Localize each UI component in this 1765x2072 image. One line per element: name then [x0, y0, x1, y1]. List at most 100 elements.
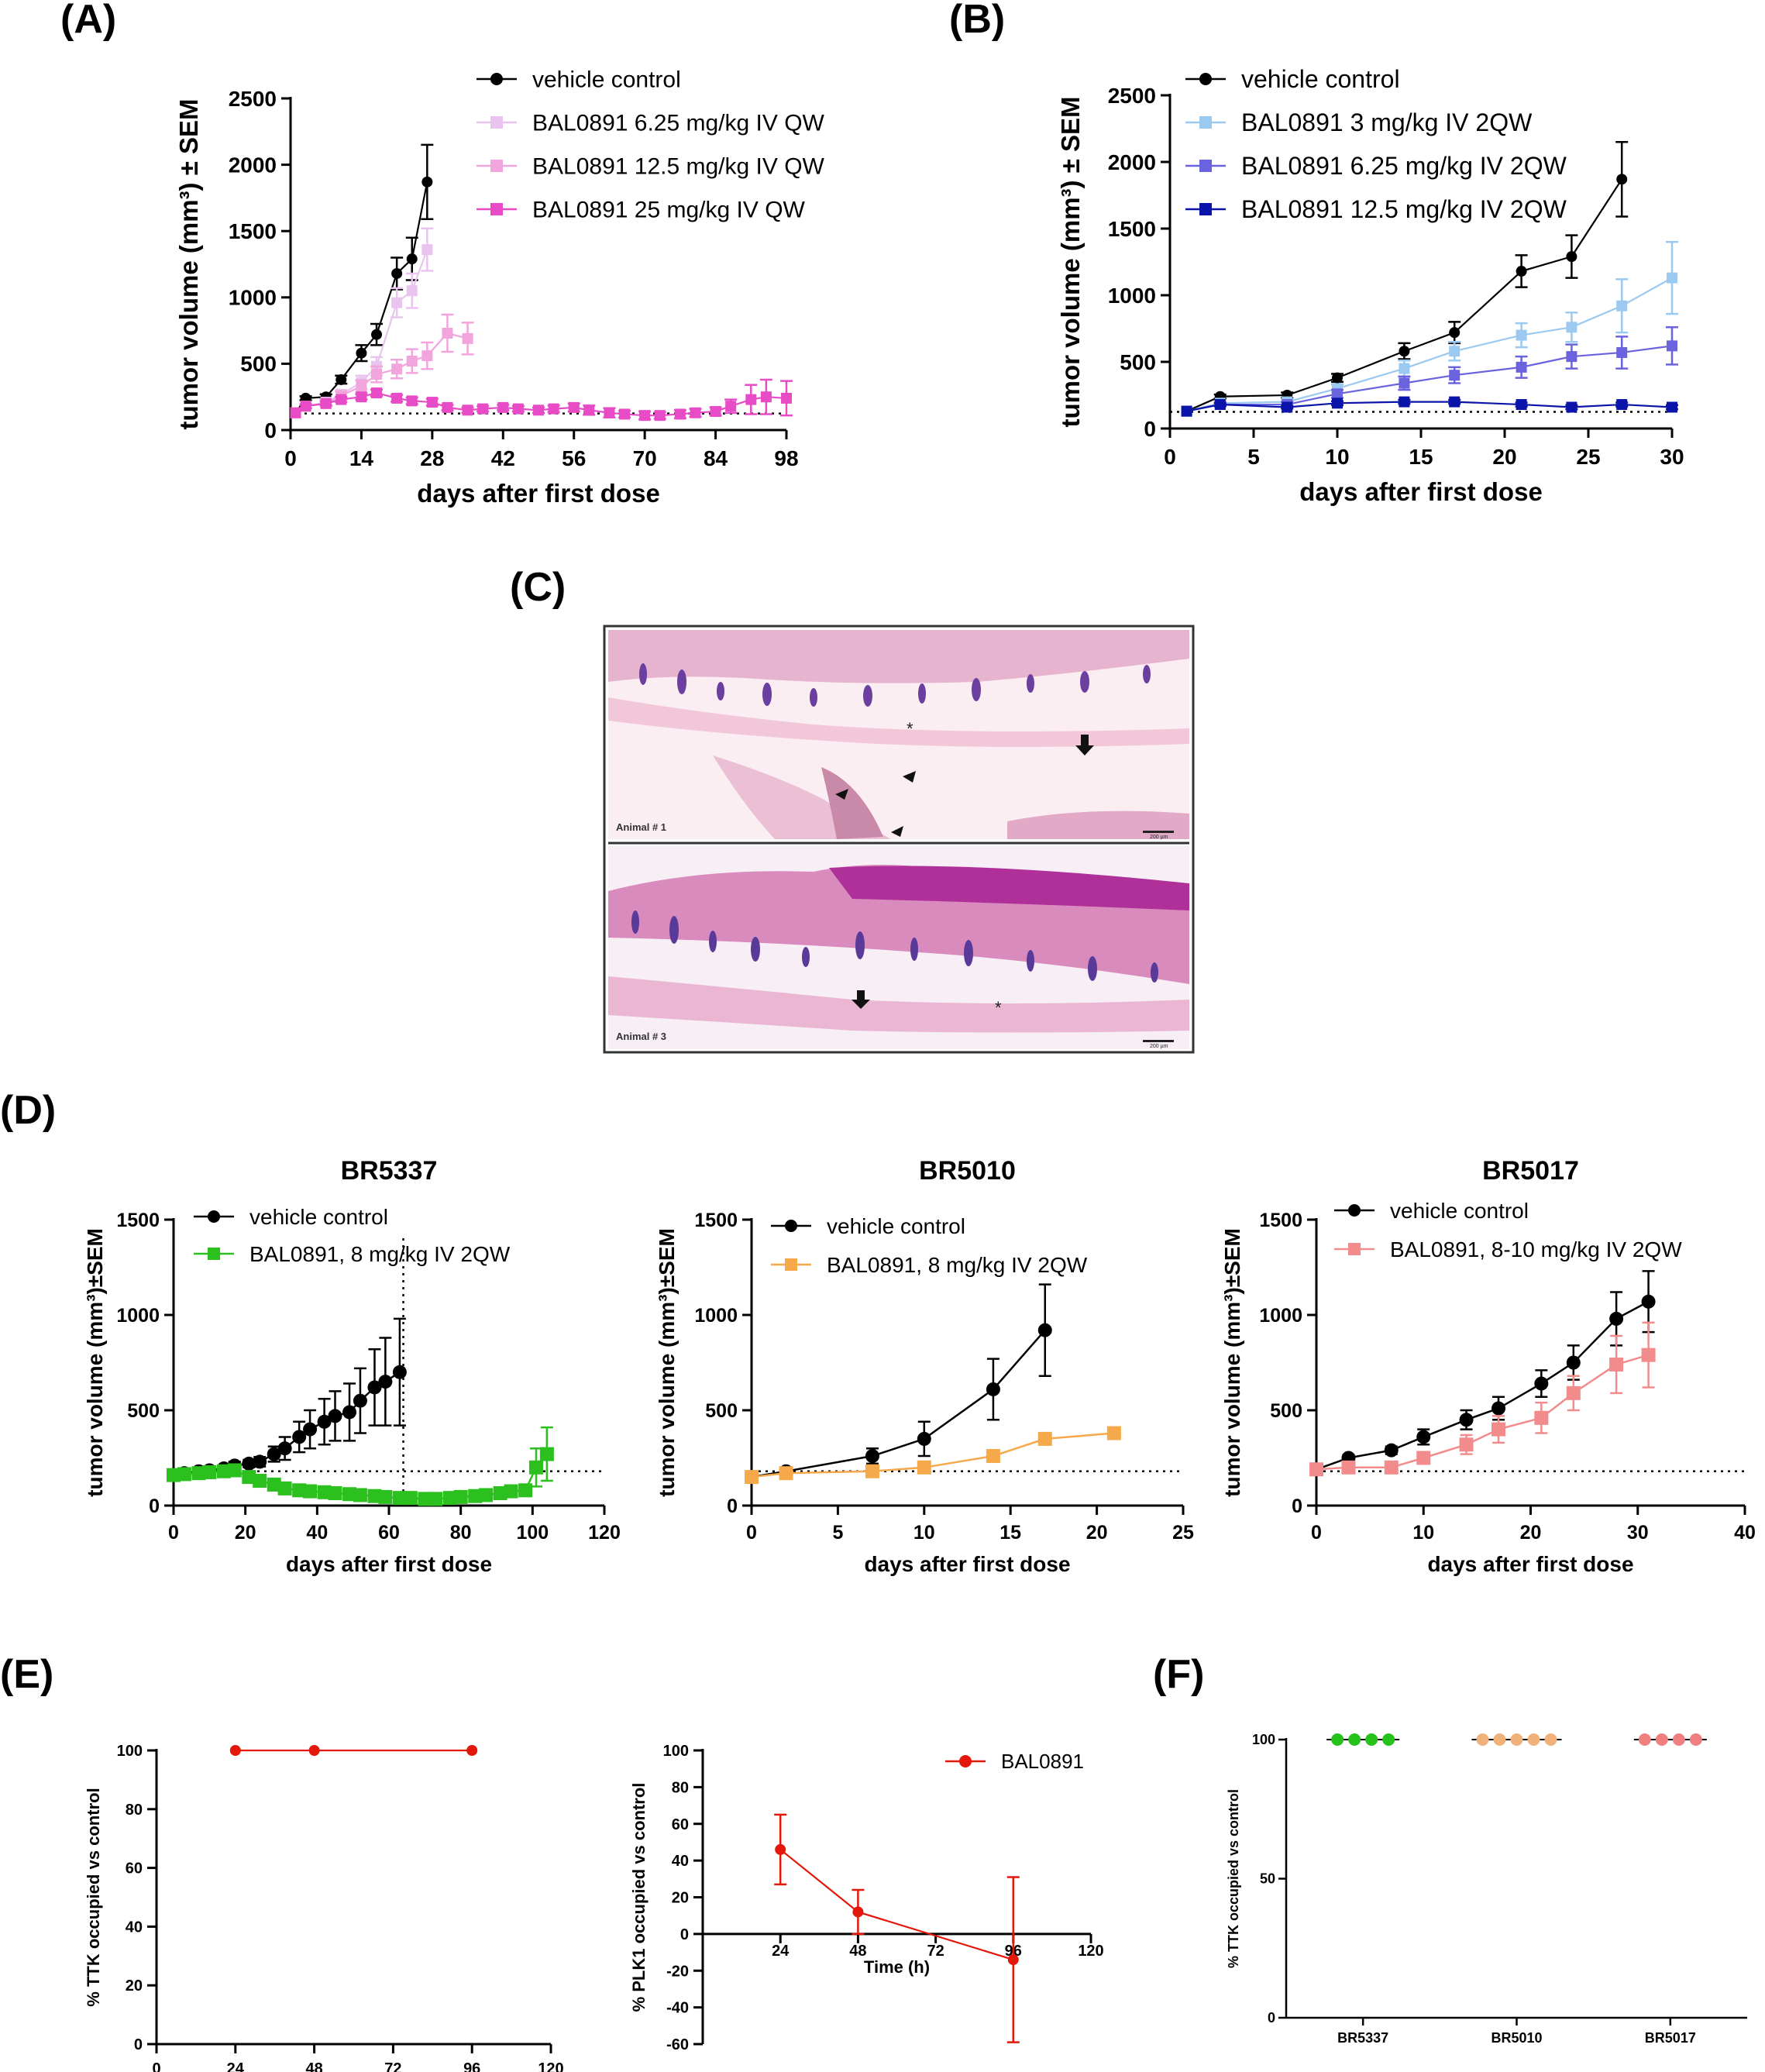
- legend-label: vehicle control: [249, 1205, 388, 1229]
- x-tick-label: 28: [420, 446, 444, 470]
- y-tick-label: -60: [666, 2036, 689, 2053]
- data-point: [167, 1468, 181, 1482]
- data-point: [356, 380, 367, 392]
- arrowhead-icon: [835, 789, 848, 800]
- data-point: [303, 1484, 318, 1499]
- data-point: [253, 1474, 267, 1489]
- y-tick-label: 80: [126, 1802, 143, 1819]
- data-point: [442, 328, 453, 339]
- y-tick-label: 1000: [694, 1305, 738, 1327]
- legend-label: BAL0891 6.25 mg/kg IV 2QW: [1241, 152, 1567, 180]
- legend-label: vehicle control: [532, 67, 681, 93]
- panel-label-d: (D): [0, 1088, 56, 1133]
- data-point: [1616, 174, 1628, 185]
- x-tick-label: 60: [378, 1522, 400, 1544]
- data-point: [208, 1210, 220, 1223]
- arrowhead-icon: [903, 771, 916, 783]
- legend-label: BAL0891: [1001, 1750, 1084, 1773]
- data-point: [353, 1393, 367, 1408]
- data-point: [1348, 1733, 1361, 1746]
- data-point: [1399, 346, 1410, 357]
- series-line: [1186, 277, 1673, 412]
- legend: vehicle control BAL0891, 8 mg/kg IV 2QW: [771, 1214, 1088, 1277]
- data-point: [1510, 1733, 1523, 1746]
- data-point: [1491, 1422, 1506, 1437]
- data-point: [1332, 388, 1343, 400]
- data-point: [781, 392, 792, 404]
- data-point: [1459, 1437, 1474, 1452]
- data-point: [462, 404, 473, 416]
- x-tick-label: 40: [1734, 1522, 1756, 1544]
- y-tick-label: 500: [127, 1400, 160, 1422]
- data-point: [242, 1470, 256, 1485]
- legend: vehicle control BAL0891 3 mg/kg IV 2QW BAL…: [1185, 65, 1567, 223]
- data-point: [528, 1460, 543, 1475]
- x-tick-label: 40: [306, 1522, 328, 1544]
- arrowhead-icon: [891, 826, 903, 837]
- data-point: [490, 73, 503, 85]
- data-point: [512, 403, 524, 415]
- x-tick-label: 10: [1412, 1522, 1434, 1544]
- data-point: [1566, 401, 1577, 413]
- data-point: [639, 410, 651, 422]
- legend: vehicle control BAL0891, 8-10 mg/kg IV 2Q…: [1334, 1199, 1682, 1261]
- y-tick-label: 2500: [1108, 84, 1156, 108]
- x-axis-label: Time (h): [864, 1957, 930, 1977]
- y-tick-label: 500: [705, 1400, 738, 1422]
- histology-micrograph: * Animal # 1 200 µm: [603, 625, 1195, 1054]
- data-point: [428, 1492, 443, 1506]
- data-point: [604, 407, 615, 418]
- data-point: [568, 401, 580, 413]
- data-point: [356, 347, 367, 359]
- data-point: [1331, 1733, 1344, 1746]
- data-point: [1341, 1460, 1356, 1475]
- x-tick-label: 5: [832, 1522, 843, 1544]
- x-tick-label: BR5337: [1337, 2030, 1388, 2046]
- series-line: [1316, 1354, 1649, 1471]
- data-point: [1534, 1376, 1549, 1391]
- data-point: [406, 355, 418, 367]
- data-point: [1476, 1733, 1489, 1746]
- data-point: [1667, 272, 1677, 284]
- data-point: [583, 404, 595, 416]
- y-axis-label: % TTK occupied vs control: [1226, 1789, 1241, 1968]
- legend: vehicle control BAL0891 6.25 mg/kg IV QW B…: [477, 67, 825, 223]
- y-tick-label: 20: [672, 1890, 689, 1907]
- data-point: [371, 369, 383, 380]
- series-1: [1181, 240, 1678, 417]
- data-point: [490, 160, 503, 172]
- data-point: [1199, 160, 1212, 172]
- x-tick-label: 5: [1247, 445, 1260, 469]
- x-tick-label: 30: [1660, 445, 1684, 469]
- data-point: [490, 203, 503, 215]
- data-point: [406, 285, 418, 297]
- y-tick-label: 100: [117, 1743, 143, 1760]
- y-tick-label: 2000: [1108, 150, 1156, 174]
- data-point: [391, 297, 403, 308]
- x-tick-label: 98: [774, 446, 798, 470]
- x-axis-label: days after first dose: [286, 1552, 492, 1576]
- data-point: [1007, 1954, 1019, 1966]
- animal-3-caption: Animal # 3: [616, 1031, 666, 1042]
- x-tick-label: 80: [450, 1522, 472, 1544]
- scale-bar-label: 200 µm: [1150, 1044, 1168, 1049]
- panel-label-c: (C): [510, 565, 566, 610]
- data-point: [442, 401, 453, 413]
- data-point: [1449, 346, 1461, 357]
- data-point: [308, 1745, 320, 1756]
- data-point: [1309, 1462, 1323, 1477]
- data-point: [406, 253, 418, 265]
- data-point: [391, 267, 403, 279]
- x-tick-label: 0: [1311, 1522, 1322, 1544]
- data-point: [745, 394, 757, 405]
- y-tick-label: 0: [1268, 2010, 1275, 2026]
- panel-label-b: (B): [949, 0, 1005, 42]
- data-point: [1037, 1431, 1052, 1446]
- data-point: [177, 1467, 191, 1482]
- x-tick-label: BR5010: [1491, 2030, 1542, 2046]
- data-point: [986, 1382, 1000, 1396]
- y-tick-label: 1500: [1259, 1210, 1302, 1231]
- data-point: [674, 408, 686, 420]
- data-point: [1566, 1355, 1581, 1370]
